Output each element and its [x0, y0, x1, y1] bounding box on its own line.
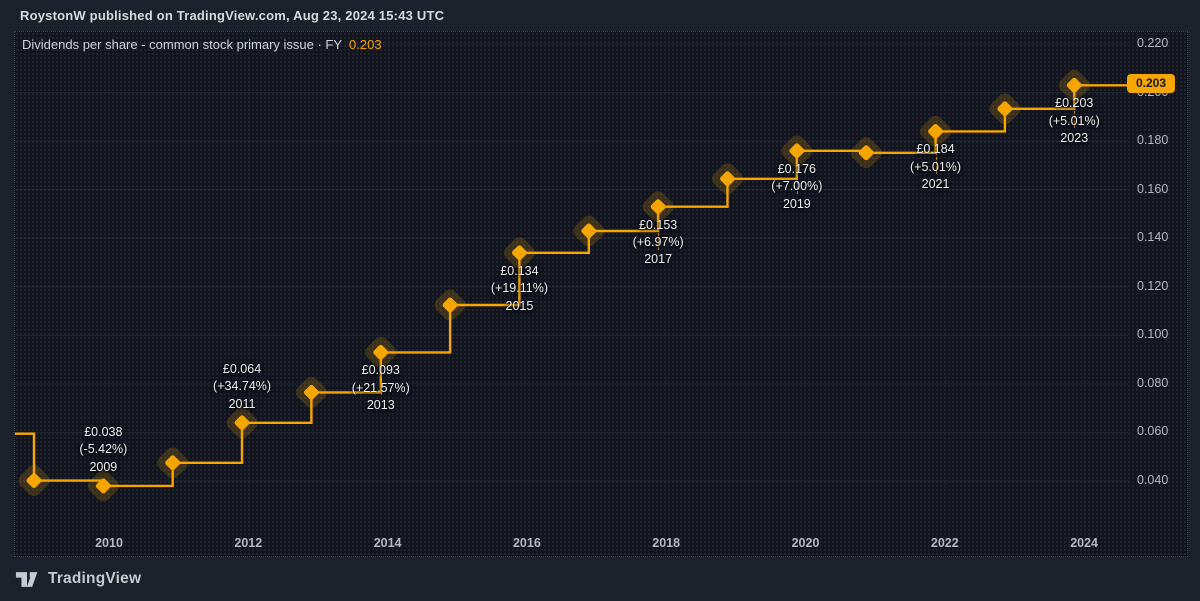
data-point-marker	[928, 123, 943, 139]
dividend-annotation-2013: £0.093 (+21.57%) 2013	[319, 362, 443, 414]
dividend-annotation-2019: £0.176 (+7.00%) 2019	[735, 161, 859, 213]
y-axis-label: 0.120	[1137, 278, 1169, 293]
dividend-annotation-2021: £0.184 (+5.01%) 2021	[874, 141, 998, 193]
dividend-annotation-2009: £0.038 (-5.42%) 2009	[41, 424, 165, 476]
annotation-line: £0.038	[84, 424, 123, 439]
y-axis-label: 0.080	[1137, 375, 1169, 390]
tradingview-logo-text[interactable]: TradingView	[48, 570, 142, 587]
data-point-marker	[442, 297, 458, 313]
annotation-line: £0.184	[916, 142, 955, 157]
dividend-annotation-2015: £0.134 (+19.11%) 2015	[457, 263, 581, 315]
x-axis-label: 2024	[1070, 536, 1098, 550]
annotation-leader-line	[380, 359, 382, 396]
annotation-line: 2017	[644, 252, 673, 267]
y-axis-label: 0.040	[1137, 473, 1169, 488]
data-point-marker	[581, 223, 597, 239]
data-point-marker	[858, 145, 874, 161]
x-axis-label: 2016	[512, 536, 541, 550]
price-chart-canvas[interactable]	[15, 32, 1129, 531]
annotation-line: £0.153	[639, 217, 678, 232]
x-axis-label: 2012	[234, 536, 263, 550]
data-point-marker	[650, 199, 666, 215]
annotation-line: 2011	[228, 396, 256, 411]
annotation-leader-line	[796, 157, 798, 194]
annotation-line: 2023	[1060, 131, 1089, 146]
annotation-line: (+34.74%)	[213, 379, 272, 394]
annotation-line: £0.064	[222, 361, 262, 376]
dividend-annotation-2023: £0.203 (+5.01%) 2023	[1012, 95, 1136, 147]
series-title: Dividends per share - common stock prima…	[22, 37, 343, 52]
data-point-marker	[26, 473, 42, 489]
data-point-marker	[234, 415, 250, 431]
data-point-marker	[373, 344, 389, 360]
step-line	[15, 84, 1129, 488]
tradingview-logo-icon[interactable]	[15, 571, 39, 588]
y-axis-label: 0.160	[1137, 181, 1169, 196]
annotation-line: (+5.01%)	[910, 159, 962, 174]
x-axis-label: 2018	[652, 536, 681, 550]
data-point-marker	[789, 143, 805, 159]
footer: TradingView	[15, 566, 141, 592]
annotation-line: 2009	[89, 459, 118, 474]
annotation-line: 2013	[366, 398, 395, 413]
chart-legend: Dividends per share - common stock prima…	[22, 37, 382, 52]
y-axis-label: 0.100	[1137, 327, 1169, 342]
annotation-line: £0.134	[500, 263, 539, 278]
last-price-badge: 0.203	[1127, 74, 1175, 93]
annotation-leader-line	[935, 138, 937, 175]
data-point-marker	[303, 384, 319, 400]
annotation-line: 2021	[921, 177, 950, 192]
data-point-marker	[1066, 77, 1082, 93]
annotation-line: (+5.01%)	[1048, 113, 1100, 128]
y-axis-label: 0.220	[1137, 36, 1169, 50]
annotation-line: (+21.57%)	[351, 380, 410, 395]
annotation-line: £0.176	[777, 161, 816, 176]
annotation-line: 2019	[782, 196, 811, 211]
dividend-annotation-2017: £0.153 (+6.97%) 2017	[596, 217, 720, 269]
annotation-leader-line	[519, 259, 521, 296]
publish-attribution: RoystonW published on TradingView.com, A…	[20, 8, 445, 23]
y-axis-label: 0.180	[1137, 133, 1169, 148]
annotation-line: (+19.11%)	[490, 281, 548, 296]
y-axis-label: 0.060	[1137, 424, 1169, 439]
y-axis-label: 0.140	[1137, 230, 1169, 245]
annotation-leader-line	[658, 213, 660, 250]
data-point-marker	[720, 171, 735, 187]
annotation-line: £0.093	[361, 363, 400, 378]
x-axis-label: 2014	[373, 536, 402, 550]
data-point-marker	[997, 101, 1013, 117]
x-axis-label: 2022	[930, 536, 959, 550]
annotation-line: (+6.97%)	[632, 235, 684, 250]
x-axis-label: 2020	[791, 536, 820, 550]
data-point-marker	[165, 455, 181, 471]
annotation-line: (+7.00%)	[771, 179, 823, 194]
chart-pane: £0.038 (-5.42%) 2009 £0.064 (+34.74%) 2011 £0.…	[14, 31, 1188, 557]
annotation-line: (-5.42%)	[79, 442, 128, 457]
dividend-annotation-2011: £0.064 (+34.74%) 2011	[180, 361, 304, 413]
annotation-line: £0.203	[1055, 96, 1094, 111]
annotation-leader-line	[1074, 92, 1076, 129]
annotation-line: 2015	[505, 298, 534, 313]
x-axis-label: 2010	[95, 536, 123, 550]
data-point-marker	[512, 245, 527, 261]
data-point-marker	[95, 478, 111, 494]
series-last-value: 0.203	[349, 37, 382, 52]
